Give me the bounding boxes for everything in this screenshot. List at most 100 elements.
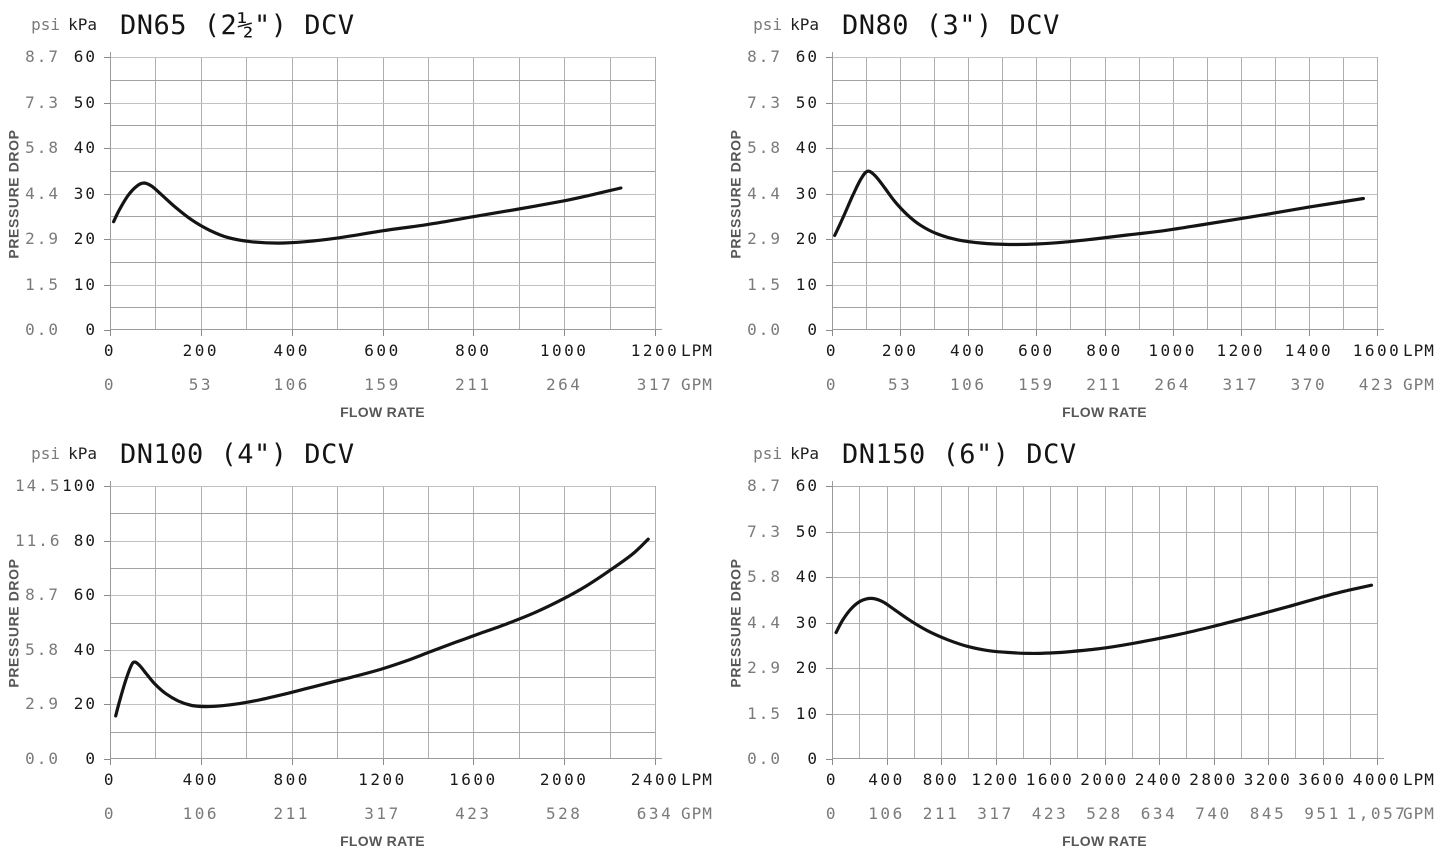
lpm-tick-label: 2400	[1134, 770, 1184, 789]
lpm-tick-label: 1000	[1148, 341, 1197, 360]
plot-area	[104, 52, 662, 336]
gpm-tick-labels: 0 53 106 159 211 264 317 370 423	[722, 376, 1445, 394]
kpa-tick-label: 60	[795, 476, 819, 495]
gpm-unit-label: GPM	[1403, 804, 1435, 823]
kpa-tick-label: 60	[73, 47, 97, 66]
gpm-tick-label: 0	[103, 804, 117, 823]
psi-tick-label: 11.6	[15, 530, 62, 550]
gpm-tick-label: 211	[455, 375, 492, 394]
lpm-tick-label: 1600	[1352, 341, 1402, 360]
kpa-tick-label: 40	[73, 639, 97, 659]
plot-area	[826, 52, 1384, 336]
psi-tick-label: 0.0	[25, 320, 60, 339]
kpa-tick-label: 10	[795, 703, 819, 723]
gpm-tick-label: 0	[825, 804, 839, 823]
pressure-drop-curve	[833, 169, 1365, 247]
kpa-tick-label: 40	[73, 138, 97, 157]
pressure-drop-axis-title: PRESSURE DROP	[6, 557, 23, 688]
gpm-tick-label: 740	[1195, 804, 1232, 823]
plot-area	[826, 481, 1384, 765]
kpa-axis-header: kPa	[68, 15, 97, 34]
kpa-tick-label: 50	[73, 92, 97, 112]
flow-rate-axis-title: FLOW RATE	[340, 833, 425, 849]
psi-tick-label: 4.4	[747, 612, 782, 632]
psi-tick-label: 14.5	[15, 476, 62, 495]
kpa-tick-label: 20	[73, 694, 97, 714]
kpa-tick-label: 20	[795, 658, 819, 677]
lpm-tick-label: 600	[1018, 341, 1055, 360]
lpm-unit-label: LPM	[1403, 341, 1435, 360]
gpm-tick-label: 317	[636, 375, 674, 394]
gpm-tick-label: 423	[1031, 804, 1069, 823]
lpm-tick-label: 0	[103, 770, 117, 789]
gpm-tick-label: 159	[364, 375, 401, 394]
lpm-tick-label: 1200	[1216, 341, 1266, 360]
lpm-unit-label: LPM	[1403, 770, 1435, 789]
gpm-tick-label: 211	[273, 804, 310, 823]
gpm-tick-label: 528	[545, 804, 583, 823]
kpa-tick-label: 40	[795, 567, 819, 586]
psi-tick-label: 1.5	[25, 274, 60, 294]
kpa-tick-label: 20	[795, 229, 819, 248]
chart-title: DN65 (2½") DCV	[120, 10, 355, 41]
lpm-tick-label: 1200	[358, 770, 407, 789]
kpa-tick-label: 0	[807, 320, 819, 339]
lpm-tick-label: 1400	[1284, 341, 1334, 360]
plot-svg	[104, 52, 662, 336]
psi-tick-label: 5.8	[25, 639, 60, 659]
lpm-tick-label: 400	[273, 341, 310, 360]
kpa-tick-label: 0	[807, 749, 819, 768]
gpm-tick-label: 106	[950, 375, 987, 394]
gpm-tick-label: 634	[1140, 804, 1178, 823]
gpm-tick-label: 106	[182, 804, 220, 823]
kpa-tick-label: 20	[73, 229, 97, 248]
lpm-unit-label: LPM	[681, 341, 713, 360]
flow-rate-axis-title: FLOW RATE	[1062, 404, 1147, 420]
kpa-axis-header: kPa	[68, 444, 97, 463]
gpm-tick-label: 0	[825, 375, 839, 394]
psi-tick-label: 8.7	[25, 585, 60, 605]
lpm-tick-label: 3200	[1243, 770, 1293, 789]
psi-axis-header: psi	[753, 15, 782, 34]
lpm-tick-label: 400	[182, 770, 220, 789]
lpm-tick-labels: 0 400 800 1200 1600 2000 2400	[0, 771, 722, 789]
psi-tick-label: 0.0	[747, 749, 782, 768]
gpm-tick-label: 211	[922, 804, 960, 823]
kpa-tick-label: 50	[795, 521, 819, 541]
kpa-tick-label: 80	[73, 530, 97, 550]
plot-area	[104, 481, 662, 765]
kpa-tick-label: 30	[73, 183, 97, 203]
lpm-tick-label: 0	[825, 770, 839, 789]
kpa-tick-label: 60	[795, 47, 819, 66]
gpm-tick-label: 1,057	[1346, 804, 1408, 823]
gpm-unit-label: GPM	[681, 804, 713, 823]
kpa-tick-label: 100	[62, 476, 97, 495]
psi-tick-label: 4.4	[747, 183, 782, 203]
kpa-tick-label: 0	[85, 749, 97, 768]
gpm-tick-label: 53	[188, 375, 213, 394]
kpa-tick-label: 10	[73, 274, 97, 294]
psi-tick-label: 5.8	[747, 567, 782, 586]
lpm-tick-label: 800	[455, 341, 492, 360]
lpm-tick-label: 2000	[1080, 770, 1129, 789]
lpm-tick-label: 400	[868, 770, 905, 789]
gpm-tick-label: 264	[1154, 375, 1191, 394]
pressure-drop-curve	[114, 537, 650, 718]
psi-tick-label: 2.9	[747, 229, 782, 248]
psi-axis-header: psi	[31, 444, 60, 463]
lpm-tick-label: 1600	[1025, 770, 1075, 789]
pressure-drop-curve	[112, 181, 623, 245]
gpm-tick-label: 211	[1086, 375, 1123, 394]
psi-tick-label: 8.7	[747, 47, 782, 66]
lpm-tick-label: 800	[922, 770, 960, 789]
gpm-tick-label: 264	[545, 375, 583, 394]
psi-axis-header: psi	[31, 15, 60, 34]
gpm-tick-label: 423	[455, 804, 492, 823]
kpa-tick-label: 60	[73, 585, 97, 605]
lpm-tick-labels: 0 400 800 1200 1600 2000 2400 2800 3200 3600 4000	[722, 771, 1445, 789]
plot-svg	[104, 481, 662, 765]
chart-title: DN80 (3") DCV	[842, 10, 1060, 41]
gpm-tick-label: 528	[1086, 804, 1123, 823]
gpm-tick-label: 159	[1018, 375, 1055, 394]
lpm-tick-label: 200	[881, 341, 919, 360]
